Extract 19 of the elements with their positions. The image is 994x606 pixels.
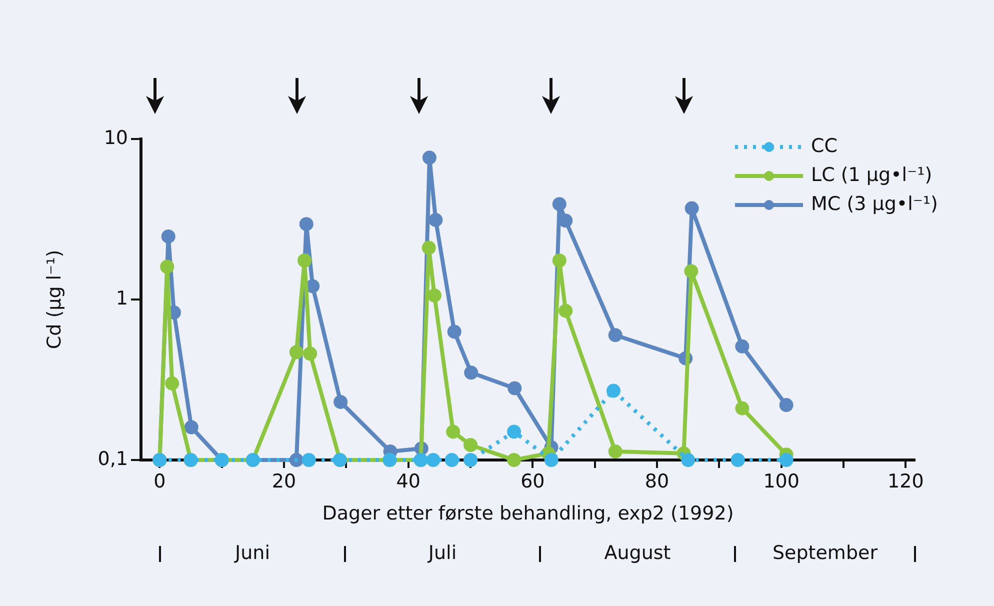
x-axis-title: Dager etter første behandling, exp2 (1992)	[322, 502, 734, 525]
y-tick-label: 0,1	[98, 448, 128, 470]
text: Juni	[233, 542, 271, 564]
legend-label: MC (3 µg•l⁻¹)	[811, 192, 938, 215]
y-axis-title: Cd (µg l⁻¹)	[43, 250, 66, 350]
x-tick-label: 100	[763, 470, 800, 492]
x-tick-label: 80	[644, 470, 670, 492]
legend-label: CC	[811, 134, 838, 157]
x-tick-label: 60	[520, 470, 545, 492]
x-tick-label: 20	[272, 470, 296, 492]
x-tick-label: 120	[888, 470, 924, 492]
y-tick-label: 1	[116, 287, 128, 310]
x-tick-label: 40	[396, 470, 420, 492]
legend-label: LC (1 µg•l⁻¹)	[811, 164, 932, 186]
text: Juli	[426, 542, 458, 564]
text: August	[603, 542, 672, 564]
x-tick-label: 0	[154, 470, 166, 492]
text: September	[771, 542, 879, 564]
y-tick-label: 10	[104, 126, 128, 149]
